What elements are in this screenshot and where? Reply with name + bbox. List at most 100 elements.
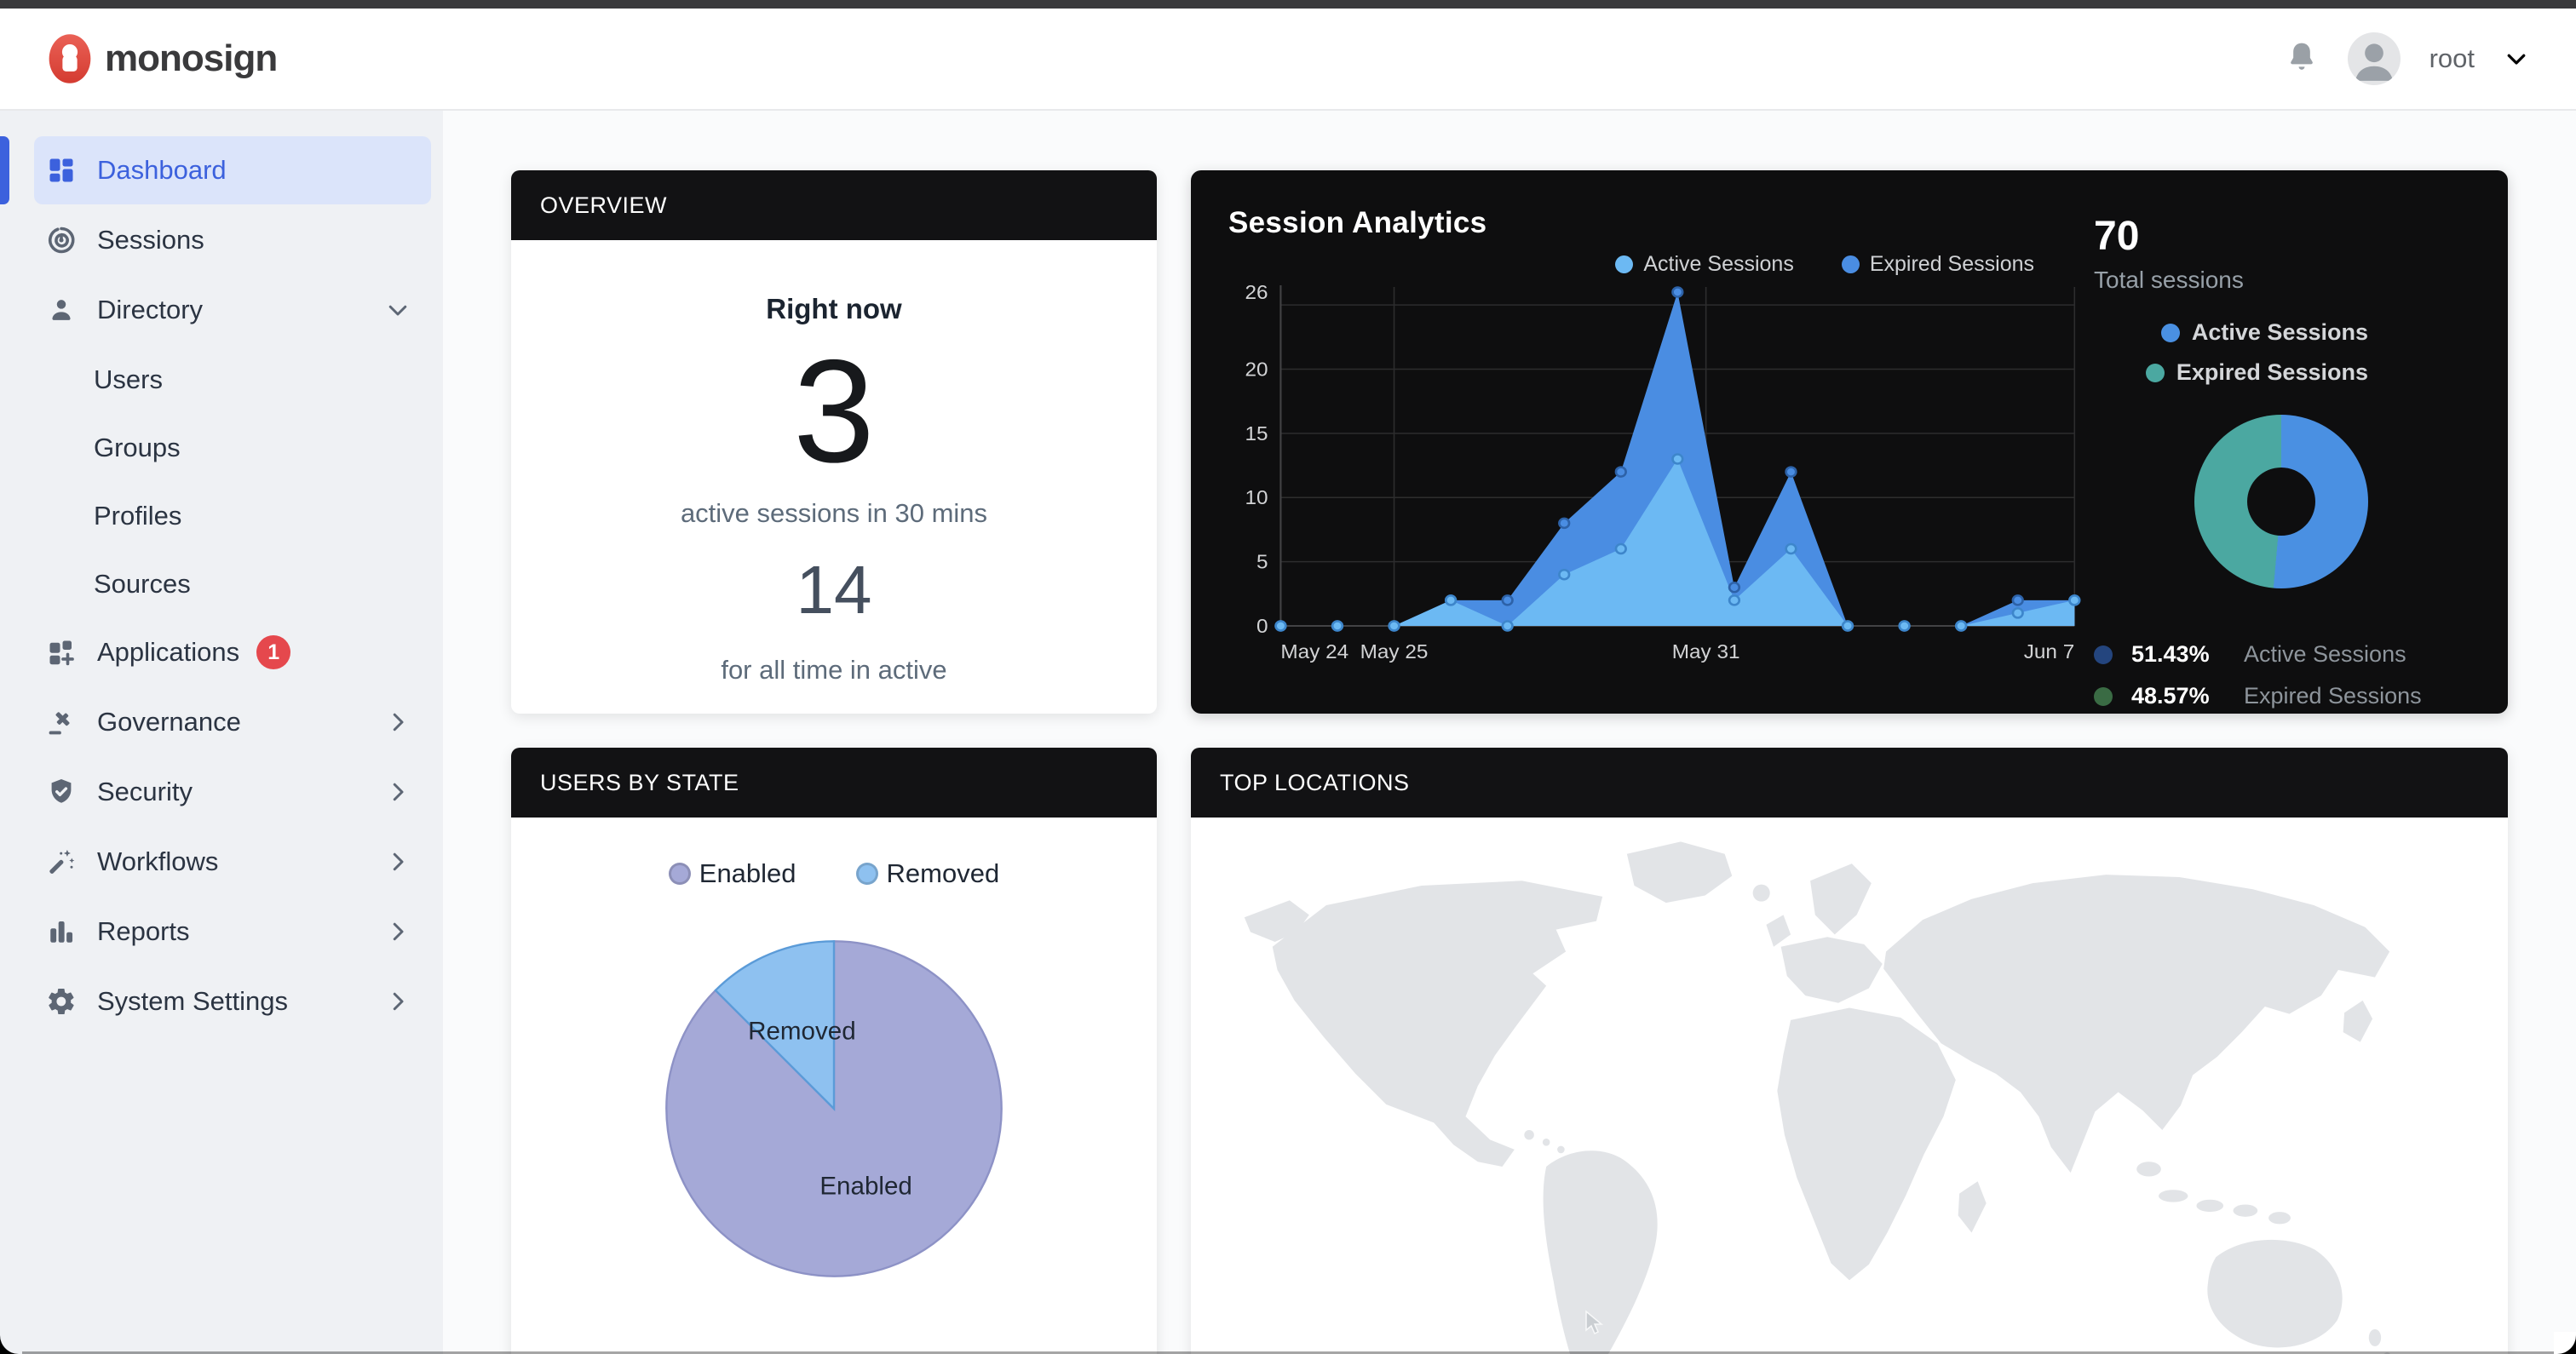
sidebar-item-system-settings[interactable]: System Settings: [34, 967, 431, 1036]
sessions-icon: [48, 227, 75, 254]
brand[interactable]: monosign: [47, 32, 278, 85]
alltime-count: 14: [796, 551, 872, 628]
window-corner: [2554, 1332, 2576, 1354]
legend-label: Active Sessions: [1643, 252, 1794, 276]
chevron-right-icon: [393, 713, 404, 732]
users-by-state-pie-chart: Enabled Removed: [665, 940, 1003, 1277]
legend-item-enabled[interactable]: Enabled: [668, 858, 796, 889]
chevron-down-icon: [388, 305, 407, 316]
sidebar-item-users[interactable]: Users: [34, 346, 431, 414]
sidebar-item-label: Applications: [97, 637, 240, 667]
active-sessions-dot: [2160, 323, 2180, 342]
expired-sessions-dot: [1841, 255, 1860, 273]
world-map: [1244, 841, 2390, 1354]
legend-item-removed[interactable]: Removed: [855, 858, 999, 889]
users-by-state-title: USERS BY STATE: [540, 769, 739, 795]
active-sessions-dot: [1615, 255, 1634, 273]
svg-text:20: 20: [1245, 359, 1268, 381]
svg-text:Jun 7: Jun 7: [2024, 642, 2075, 663]
svg-text:Removed: Removed: [748, 1018, 856, 1046]
active-label: Active Sessions: [2244, 641, 2406, 667]
legend-label: Active Sessions: [2191, 319, 2368, 345]
user-menu-label[interactable]: root: [2429, 43, 2475, 73]
sidebar-item-label: Workflows: [97, 846, 219, 876]
enabled-dot: [668, 863, 691, 885]
overview-card-header: OVERVIEW: [511, 170, 1157, 240]
sidebar-item-label: Governance: [97, 707, 241, 737]
donut-legend: Active Sessions Expired Sessions: [2094, 319, 2470, 386]
sidebar-item-security[interactable]: Security: [34, 758, 431, 826]
breakdown-row-active: 51.43% Active Sessions: [2094, 641, 2470, 668]
active-sessions-count: 3: [793, 330, 875, 493]
main-content: OVERVIEW Right now 3 active sessions in …: [443, 111, 2576, 1354]
sidebar-item-workflows[interactable]: Workflows: [34, 828, 431, 896]
bell-icon[interactable]: [2285, 40, 2319, 77]
total-sessions-value: 70: [2094, 214, 2140, 259]
shield-check-icon: [51, 779, 72, 803]
breakdown-row-expired: 48.57% Expired Sessions: [2094, 683, 2470, 709]
sidebar-item-dashboard[interactable]: Dashboard: [0, 136, 431, 204]
svg-text:5: 5: [1256, 552, 1268, 573]
sidebar-item-label: Security: [97, 777, 193, 806]
sidebar-item-groups[interactable]: Groups: [34, 414, 431, 482]
chevron-right-icon: [393, 922, 404, 941]
expired-sessions-dot: [2145, 363, 2165, 382]
applications-badge: 1: [256, 635, 291, 669]
legend-item-expired-sessions[interactable]: Expired Sessions: [1841, 252, 2034, 277]
svg-text:May 24: May 24: [1280, 642, 1348, 663]
legend-item-active-sessions[interactable]: Active Sessions: [1615, 252, 1794, 277]
donut-hole: [2247, 468, 2315, 536]
expired-percentage: 48.57%: [2131, 683, 2210, 709]
chevron-down-icon[interactable]: [2504, 46, 2529, 72]
expired-label: Expired Sessions: [2244, 683, 2422, 709]
active-percentage: 51.43%: [2131, 641, 2210, 667]
chevron-right-icon: [393, 852, 404, 871]
chevron-right-icon: [393, 783, 404, 801]
sidebar: Dashboard Sessions Directory Users Group…: [0, 111, 443, 1354]
total-sessions-label: Total sessions: [2094, 267, 2244, 293]
expired-muted-dot: [2094, 686, 2113, 706]
users-by-state-card: USERS BY STATE Enabled Removed Enabled Re…: [511, 748, 1157, 1354]
sidebar-item-sources[interactable]: Sources: [34, 550, 431, 618]
sidebar-item-applications[interactable]: Applications 1: [34, 618, 431, 686]
bar-chart-icon: [50, 921, 73, 943]
users-by-state-header: USERS BY STATE: [511, 748, 1157, 818]
sidebar-child-label: Profiles: [94, 501, 182, 531]
sidebar-item-sessions[interactable]: Sessions: [34, 206, 431, 274]
svg-text:Enabled: Enabled: [819, 1172, 912, 1200]
sidebar-child-label: Users: [94, 364, 163, 394]
pie-legend: Enabled Removed: [668, 858, 999, 889]
dashboard-icon: [49, 158, 73, 182]
percentage-breakdown: 51.43% Active Sessions 48.57% Expired Se…: [2094, 641, 2470, 709]
legend-item-expired-sessions[interactable]: Expired Sessions: [2145, 359, 2368, 386]
sidebar-item-directory[interactable]: Directory: [34, 276, 431, 344]
top-locations-card: TOP LOCATIONS: [1191, 748, 2508, 1354]
monosign-logo-icon: [49, 34, 91, 83]
overview-card: OVERVIEW Right now 3 active sessions in …: [511, 170, 1157, 714]
svg-text:May 25: May 25: [1360, 642, 1429, 663]
removed-dot: [855, 863, 878, 885]
legend-item-active-sessions[interactable]: Active Sessions: [2160, 319, 2368, 346]
active-muted-dot: [2094, 645, 2113, 664]
avatar[interactable]: [2347, 32, 2401, 85]
session-summary-panel: 70 Total sessions Active Sessions Expire…: [2085, 206, 2470, 709]
svg-text:10: 10: [1245, 488, 1268, 509]
sidebar-item-label: Directory: [97, 295, 204, 324]
legend-label: Expired Sessions: [1869, 252, 2034, 276]
person-silhouette-icon: [2355, 43, 2393, 81]
person-icon: [52, 300, 71, 320]
gavel-icon: [49, 712, 70, 735]
sidebar-child-label: Groups: [94, 433, 181, 462]
session-analytics-card: Session Analytics Active Sessions Expire…: [1191, 170, 2508, 714]
mouse-cursor: [1585, 1310, 1604, 1335]
active-indicator: [0, 136, 9, 204]
sidebar-item-profiles[interactable]: Profiles: [34, 482, 431, 550]
sidebar-item-governance[interactable]: Governance: [34, 688, 431, 756]
svg-text:26: 26: [1245, 283, 1268, 304]
sidebar-item-label: System Settings: [97, 986, 288, 1016]
sidebar-item-reports[interactable]: Reports: [34, 898, 431, 966]
top-locations-header: TOP LOCATIONS: [1191, 748, 2508, 818]
session-analytics-title: Session Analytics: [1228, 206, 1487, 239]
brand-name: monosign: [105, 37, 278, 79]
gear-icon: [49, 988, 74, 1015]
